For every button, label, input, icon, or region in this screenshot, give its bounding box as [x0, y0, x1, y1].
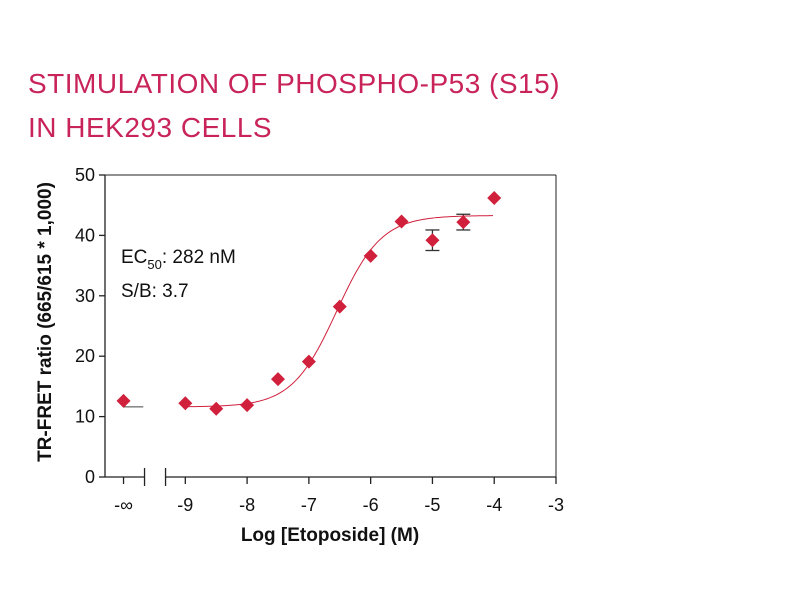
- data-point: [487, 190, 502, 205]
- y-tick-label: 0: [85, 467, 95, 487]
- ec50-subscript: 50: [147, 257, 161, 272]
- data-point: [301, 354, 316, 369]
- sb-annotation: S/B: 3.7: [121, 281, 189, 302]
- y-tick-label: 10: [75, 407, 95, 427]
- data-points: [116, 190, 502, 416]
- ec50-value: : 282 nM: [162, 247, 236, 268]
- chart-title-line-2: IN HEK293 CELLS: [28, 112, 273, 143]
- x-tick-label: -∞: [114, 495, 133, 515]
- y-tick-label: 20: [75, 346, 95, 366]
- y-axis-ticks: 0 10 20 30 40 50: [75, 165, 105, 487]
- y-tick-label: 30: [75, 286, 95, 306]
- data-point: [270, 372, 285, 387]
- x-tick-label: -4: [486, 495, 502, 515]
- data-point: [425, 233, 440, 248]
- x-tick-label: -5: [424, 495, 440, 515]
- x-tick-label: -8: [239, 495, 255, 515]
- chart-title: STIMULATION OF PHOSPHO-P53 (S15) IN HEK2…: [28, 62, 728, 150]
- y-tick-label: 50: [75, 165, 95, 185]
- data-point: [456, 215, 471, 230]
- fit-curve-group: [123, 215, 493, 408]
- x-tick-label: -3: [548, 495, 564, 515]
- data-point: [332, 299, 347, 314]
- y-axis-title: TR-FRET ratio (665/615 * 1,000): [35, 182, 56, 462]
- data-point: [178, 396, 193, 411]
- data-point: [363, 248, 378, 263]
- x-axis-title: Log [Etoposide] (M): [241, 525, 419, 546]
- chart-title-line-1: STIMULATION OF PHOSPHO-P53 (S15): [28, 68, 561, 99]
- plot-frame: [104, 174, 557, 486]
- ec50-annotation: EC50: 282 nM: [121, 247, 236, 272]
- data-point: [116, 393, 131, 408]
- y-tick-label: 40: [75, 225, 95, 245]
- x-axis-ticks: -∞ -9 -8 -7 -6 -5 -4 -3: [114, 477, 564, 515]
- x-tick-label: -7: [301, 495, 317, 515]
- data-point: [394, 214, 409, 229]
- x-tick-label: -6: [363, 495, 379, 515]
- data-point: [240, 398, 255, 413]
- data-point: [209, 401, 224, 416]
- ec50-prefix: EC: [121, 247, 147, 268]
- x-tick-label: -9: [177, 495, 193, 515]
